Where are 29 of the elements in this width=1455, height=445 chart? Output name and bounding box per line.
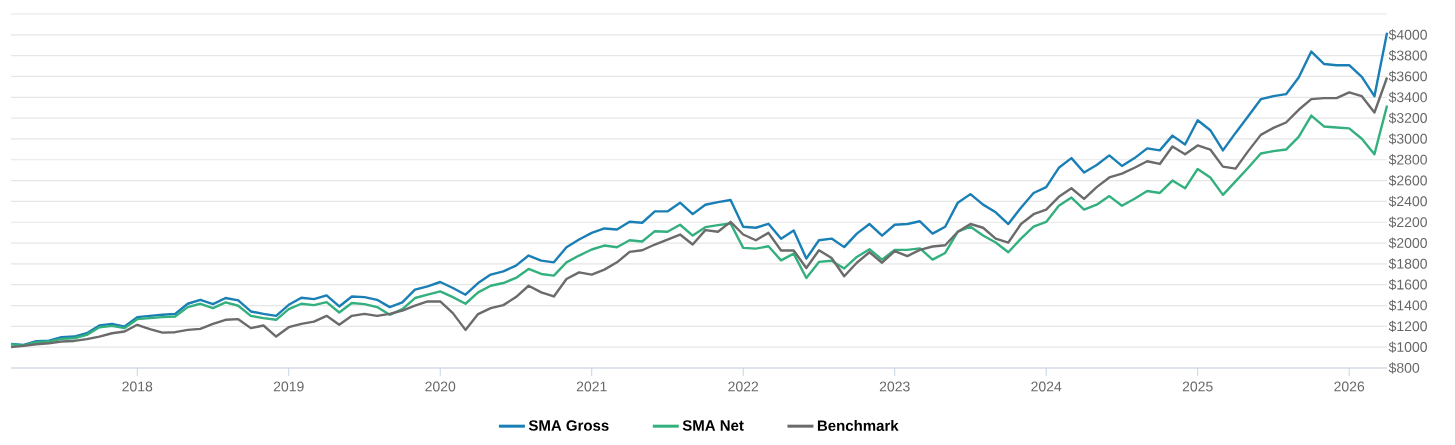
y-tick-label: $1800 xyxy=(1388,258,1427,270)
y-tick-label: $2000 xyxy=(1388,237,1427,249)
legend-label: SMA Net xyxy=(682,420,744,431)
y-tick-label: $3000 xyxy=(1388,133,1427,145)
x-tick-label: 2021 xyxy=(576,381,607,392)
x-tick-label: 2023 xyxy=(879,381,910,392)
y-tick-label: $3200 xyxy=(1388,112,1427,124)
y-tick-label: $4000 xyxy=(1388,29,1427,41)
x-tick-label: 2020 xyxy=(425,381,456,392)
y-tick-label: $800 xyxy=(1388,362,1420,374)
y-tick-label: $2600 xyxy=(1388,174,1427,187)
y-tick-label: $1400 xyxy=(1388,299,1427,312)
x-tick-label: 2024 xyxy=(1031,381,1062,392)
x-tick-label: 2025 xyxy=(1182,381,1213,392)
y-tick-label: $1600 xyxy=(1388,279,1427,291)
y-tick-label: $2200 xyxy=(1388,216,1427,228)
y-tick-label: $1000 xyxy=(1388,341,1427,353)
x-tick-label: 2022 xyxy=(728,381,759,392)
y-tick-label: $3800 xyxy=(1388,49,1427,62)
y-tick-label: $2800 xyxy=(1388,154,1427,166)
y-tick-label: $3400 xyxy=(1388,91,1427,103)
legend-label: SMA Gross xyxy=(528,420,609,431)
legend-label: Benchmark xyxy=(817,419,899,431)
y-tick-label: $3600 xyxy=(1388,70,1427,83)
y-tick-label: $2400 xyxy=(1388,195,1427,208)
y-tick-label: $1200 xyxy=(1388,320,1427,333)
x-tick-label: 2019 xyxy=(273,381,304,392)
x-tick-label: 2018 xyxy=(122,381,153,392)
x-tick-label: 2026 xyxy=(1334,381,1365,392)
